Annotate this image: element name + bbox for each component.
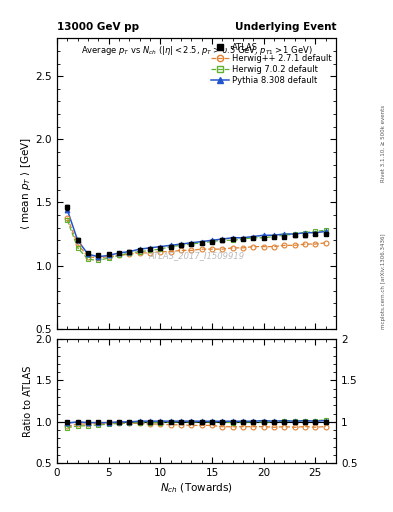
Text: Underlying Event: Underlying Event [235, 22, 336, 32]
Legend: ATLAS, Herwig++ 2.7.1 default, Herwig 7.0.2 default, Pythia 8.308 default: ATLAS, Herwig++ 2.7.1 default, Herwig 7.… [209, 41, 334, 87]
Y-axis label: $\langle$ mean $p_T$ $\rangle$ [GeV]: $\langle$ mean $p_T$ $\rangle$ [GeV] [19, 137, 33, 230]
Text: mcplots.cern.ch [arXiv:1306.3436]: mcplots.cern.ch [arXiv:1306.3436] [381, 234, 386, 329]
X-axis label: $N_{ch}$ (Towards): $N_{ch}$ (Towards) [160, 481, 233, 495]
Text: 13000 GeV pp: 13000 GeV pp [57, 22, 139, 32]
Text: Rivet 3.1.10, ≥ 500k events: Rivet 3.1.10, ≥ 500k events [381, 105, 386, 182]
Y-axis label: Ratio to ATLAS: Ratio to ATLAS [23, 366, 33, 437]
Text: ATLAS_2017_I1509919: ATLAS_2017_I1509919 [149, 251, 244, 261]
Text: Average $p_T$ vs $N_{ch}$ ($|\eta| < 2.5$, $p_T > 0.5$ GeV, $p_{T1} > 1$ GeV): Average $p_T$ vs $N_{ch}$ ($|\eta| < 2.5… [81, 44, 312, 57]
